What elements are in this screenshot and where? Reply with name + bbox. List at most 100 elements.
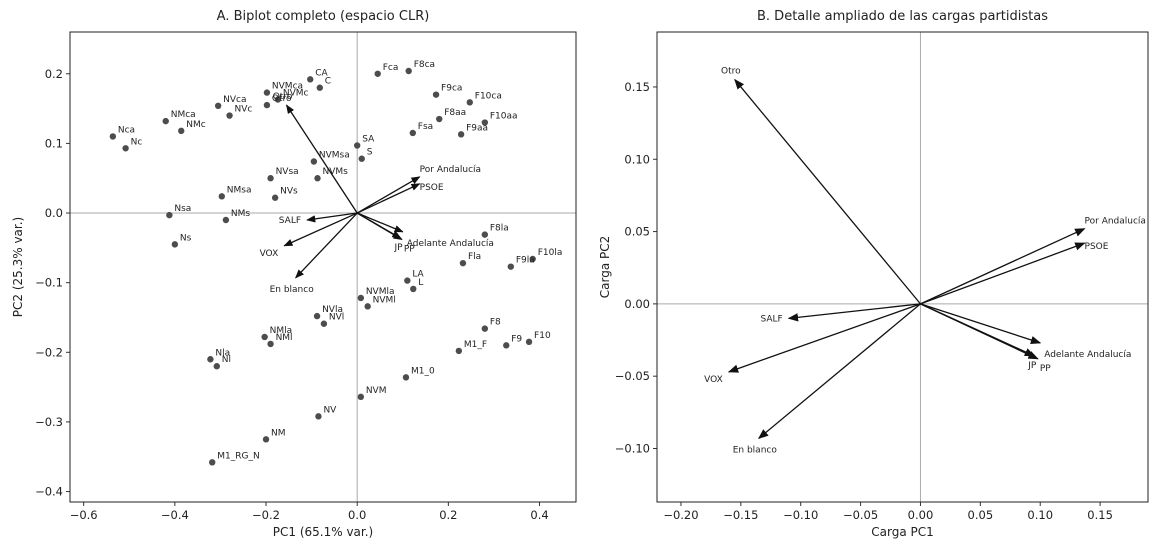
point-label-f10la: F10la	[538, 248, 563, 258]
chart-title: B. Detalle ampliado de las cargas partid…	[757, 9, 1048, 24]
point-label-m1-rg-n: M1_RG_N	[217, 451, 259, 461]
arrow-label-vox: VOX	[704, 375, 723, 385]
point-label-f8la: F8la	[490, 224, 509, 234]
y-tick-label: −0.4	[35, 485, 63, 499]
x-tick-label: −0.6	[70, 508, 98, 522]
arrow-label-por-andaluc-a: Por Andalucía	[1085, 217, 1146, 227]
point-label-nvca: NVca	[223, 95, 246, 105]
point-label-nvl: NVl	[329, 313, 344, 323]
y-tick-label: 0.0	[45, 206, 63, 220]
point-m1-0	[402, 374, 410, 381]
point-label-fsa: Fsa	[418, 122, 433, 132]
x-tick-label: 0.05	[968, 508, 994, 522]
point-label-nmca: NMca	[171, 110, 196, 120]
point-nvm	[357, 393, 365, 401]
arrow-vox	[727, 303, 921, 373]
point-label-nmsa: NMsa	[227, 185, 252, 195]
point-label-nvms: NVMs	[323, 167, 349, 177]
point-f10ca	[466, 99, 473, 106]
point-label-f8: F8	[490, 318, 501, 328]
y-tick-label: 0.2	[45, 67, 63, 81]
point-label-s: S	[367, 148, 373, 158]
point-f8	[481, 325, 489, 332]
arrow-label-psoe: PSOE	[1085, 242, 1109, 252]
point-label-nla: Nla	[215, 348, 230, 358]
point-nsa	[166, 211, 173, 219]
point-nvs	[271, 194, 279, 201]
y-tick-label: −0.2	[35, 345, 63, 359]
point-label-m1-0: M1_0	[411, 366, 435, 376]
arrow-en-blanco	[295, 212, 358, 279]
point-label-nm: NM	[271, 428, 286, 438]
arrow-psoe	[920, 242, 1086, 305]
point-label-f10: F10	[534, 331, 551, 341]
point-nmca	[162, 117, 169, 125]
plot-frame	[69, 31, 577, 503]
point-label-nvml: NVMl	[373, 295, 396, 305]
point-label-nvs: NVs	[280, 187, 298, 197]
point-label-la: LA	[412, 270, 424, 280]
point-label-m1-f: M1_F	[464, 340, 487, 350]
x-tick-label: −0.10	[783, 508, 818, 522]
point-f10aa	[481, 119, 489, 126]
arrow-label-en-blanco: En blanco	[733, 445, 778, 455]
y-tick-label: 0.10	[624, 152, 650, 166]
panel-a: A. Biplot completo (espacio CLR) −0.6 −0.4…	[11, 9, 577, 539]
point-nvmca	[263, 89, 271, 96]
y-tick-label: −0.3	[35, 415, 63, 429]
point-ca	[307, 76, 314, 83]
x-axis-label: PC1 (65.1% var.)	[273, 525, 373, 539]
arrow-en-blanco	[757, 303, 921, 440]
point-nvms	[314, 175, 321, 182]
point-f9aa	[457, 131, 465, 138]
x-tick-label: −0.20	[663, 508, 698, 522]
point-nca	[109, 133, 117, 140]
arrow-adelante-andaluc-a	[356, 212, 404, 233]
point-label-nvmla: NVMla	[366, 287, 395, 297]
point-label-nv: NV	[323, 405, 337, 415]
x-tick-label: 0.4	[530, 508, 548, 522]
point-m1-rg-n	[209, 459, 216, 466]
point-sa	[353, 142, 361, 149]
point-nvca	[214, 102, 222, 110]
point-f10la	[529, 255, 536, 263]
y-tick-label: 0.15	[624, 80, 650, 94]
point-ns	[171, 241, 179, 248]
point-label-nsa: Nsa	[174, 204, 191, 214]
point-nvc	[226, 112, 233, 119]
point-nmsa	[218, 193, 225, 200]
point-fla	[459, 259, 467, 267]
point-label-nvla: NVla	[322, 305, 343, 315]
point-label-nc: Nc	[131, 137, 143, 147]
point-otro	[263, 101, 271, 109]
point-label-ns: Ns	[180, 233, 192, 243]
arrow-label-vox: VOX	[260, 249, 279, 259]
point-label-sa: SA	[362, 134, 375, 144]
x-tick-label: −0.2	[252, 508, 280, 522]
point-label-nmc: NMc	[186, 120, 205, 130]
arrow-label-por-andaluc-a: Por Andalucía	[420, 165, 481, 175]
arrow-por-andaluc-a	[356, 176, 421, 214]
arrow-salf	[306, 212, 358, 223]
y-tick-label: −0.1	[35, 276, 63, 290]
x-tick-label: 0.0	[348, 508, 366, 522]
arrow-label-otro: Otro	[273, 92, 293, 102]
point-label-l: L	[418, 278, 423, 288]
point-nvl	[320, 320, 328, 327]
point-label-nms: NMs	[231, 209, 250, 219]
arrow-label-pp: PP	[404, 244, 415, 254]
point-nm	[262, 436, 270, 443]
arrow-otro	[285, 104, 358, 214]
plot-frame	[656, 31, 1149, 503]
x-tick-label: −0.4	[161, 508, 189, 522]
chart-title: A. Biplot completo (espacio CLR)	[217, 9, 430, 24]
point-label-nvc: NVc	[235, 105, 253, 115]
arrow-psoe	[356, 183, 421, 214]
point-nvla	[313, 312, 321, 320]
y-tick-label: 0.05	[624, 225, 650, 239]
x-axis-label: Carga PC1	[871, 525, 934, 539]
point-label-f9aa: F9aa	[466, 123, 488, 133]
point-f9ca	[432, 91, 440, 98]
point-label-nvmca: NVMca	[272, 82, 303, 92]
point-label-nvm: NVM	[366, 386, 387, 396]
